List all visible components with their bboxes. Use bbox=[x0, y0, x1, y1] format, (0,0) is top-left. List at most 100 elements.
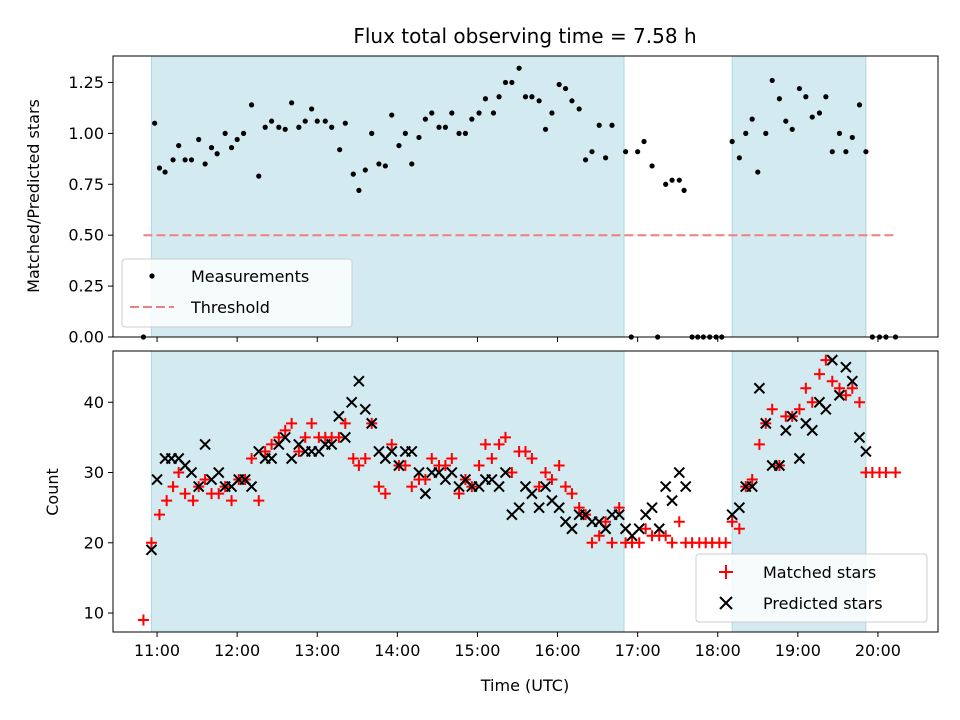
matched-star-point bbox=[486, 452, 498, 464]
measurement-point bbox=[396, 142, 402, 149]
x-tick-label: 20:00 bbox=[855, 641, 901, 660]
predicted-star-point bbox=[353, 375, 365, 387]
matched-star-point bbox=[854, 396, 866, 408]
top-panel: 0.00 0.25 0.50 0.75 1.00 1.25 Matched/Predict… bbox=[24, 55, 939, 347]
top-x-ticks bbox=[156, 337, 879, 342]
matched-star-point bbox=[560, 481, 572, 493]
matched-star-point bbox=[840, 389, 852, 401]
legend-predicted-stars-marker bbox=[719, 596, 733, 610]
predicted-star-point bbox=[359, 403, 372, 416]
measurement-point bbox=[676, 177, 682, 183]
predicted-star-point bbox=[773, 459, 786, 472]
measurement-point bbox=[536, 98, 542, 104]
measurement-point bbox=[829, 149, 835, 155]
predicted-star-point bbox=[599, 523, 612, 535]
measurement-point bbox=[314, 118, 320, 124]
measurement-point bbox=[789, 126, 795, 132]
matched-star-point bbox=[733, 523, 745, 535]
predicted-star-point bbox=[833, 389, 846, 401]
matched-star-point bbox=[800, 382, 812, 394]
measurement-point bbox=[509, 79, 515, 86]
predicted-star-point bbox=[633, 523, 645, 535]
matched-star-point bbox=[880, 467, 892, 479]
x-tick-label: 16:00 bbox=[534, 641, 580, 660]
predicted-star-point bbox=[760, 417, 772, 430]
matched-star-point bbox=[253, 495, 265, 507]
x-tick-label: 13:00 bbox=[294, 641, 340, 660]
predicted-star-point bbox=[846, 375, 859, 387]
measurement-point bbox=[502, 79, 509, 86]
measurement-point bbox=[329, 124, 335, 130]
top-y-axis-label: Matched/Predicted stars bbox=[24, 99, 43, 293]
matched-star-point bbox=[167, 481, 179, 493]
matched-star-point bbox=[806, 396, 818, 408]
matched-star-point bbox=[213, 488, 225, 500]
matched-star-point bbox=[473, 460, 485, 472]
matched-star-point bbox=[373, 481, 385, 493]
measurement-point bbox=[228, 145, 235, 151]
legend-matched-stars-marker bbox=[719, 565, 733, 579]
x-tick-label: 15:00 bbox=[454, 641, 500, 660]
matched-star-point bbox=[833, 382, 845, 394]
matched-star-point bbox=[746, 474, 758, 486]
measurement-point bbox=[529, 94, 535, 100]
measurement-point bbox=[569, 98, 575, 104]
measurement-point bbox=[542, 126, 549, 132]
measurement-point bbox=[302, 118, 308, 124]
matched-star-point bbox=[306, 417, 318, 429]
bottom-legend-box bbox=[695, 553, 928, 623]
predicted-star-point bbox=[419, 487, 432, 500]
measurement-point bbox=[816, 110, 823, 116]
measurement-point bbox=[856, 102, 863, 108]
matched-star-point bbox=[673, 516, 685, 528]
predicted-star-point bbox=[151, 473, 163, 486]
matched-star-point bbox=[846, 382, 858, 394]
predicted-star-point bbox=[613, 508, 625, 521]
measurement-point bbox=[556, 81, 562, 88]
measurement-point bbox=[449, 110, 455, 116]
predicted-star-point bbox=[265, 452, 278, 465]
measurement-point bbox=[188, 157, 195, 163]
matched-star-point bbox=[753, 438, 765, 450]
measurement-point bbox=[289, 100, 295, 106]
measurement-point bbox=[482, 96, 489, 102]
matched-star-point bbox=[506, 467, 518, 479]
bottom-y-ticks: 10 20 30 40 bbox=[84, 393, 113, 623]
measurement-point bbox=[356, 187, 362, 193]
matched-star-point bbox=[359, 452, 371, 464]
predicted-star-point bbox=[746, 480, 758, 493]
bottom-axes-frame bbox=[112, 350, 939, 633]
matched-star-point bbox=[187, 495, 199, 507]
measurement-point bbox=[549, 110, 555, 116]
measurement-point bbox=[196, 136, 202, 143]
measurement-point bbox=[522, 94, 529, 100]
y-tick-label: 10 bbox=[84, 604, 104, 623]
measurement-point bbox=[763, 130, 769, 136]
matched-star-point bbox=[299, 431, 311, 443]
matched-star-point bbox=[259, 445, 271, 457]
predicted-star-point bbox=[539, 480, 552, 493]
measurement-point bbox=[843, 149, 849, 155]
measurement-point bbox=[208, 145, 215, 151]
matched-star-point bbox=[826, 375, 838, 387]
y-tick-label: 0.25 bbox=[68, 277, 104, 296]
matched-star-point bbox=[339, 417, 351, 429]
predicted-star-point bbox=[793, 452, 806, 465]
matched-star-point bbox=[137, 614, 149, 626]
measurement-point bbox=[823, 94, 829, 100]
measurement-point bbox=[462, 130, 469, 136]
shaded-interval bbox=[150, 350, 625, 633]
measurement-point bbox=[389, 112, 395, 118]
measurement-point bbox=[182, 157, 188, 163]
matched-star-point bbox=[666, 537, 678, 549]
measurement-point bbox=[743, 130, 749, 136]
predicted-star-point bbox=[826, 354, 838, 366]
measurement-point bbox=[376, 161, 382, 167]
matched-star-point bbox=[533, 481, 545, 493]
measurement-point bbox=[248, 102, 255, 108]
measurement-point bbox=[296, 124, 302, 130]
measurement-point bbox=[476, 110, 482, 116]
matched-star-point bbox=[499, 431, 511, 443]
matched-star-point bbox=[793, 403, 805, 415]
